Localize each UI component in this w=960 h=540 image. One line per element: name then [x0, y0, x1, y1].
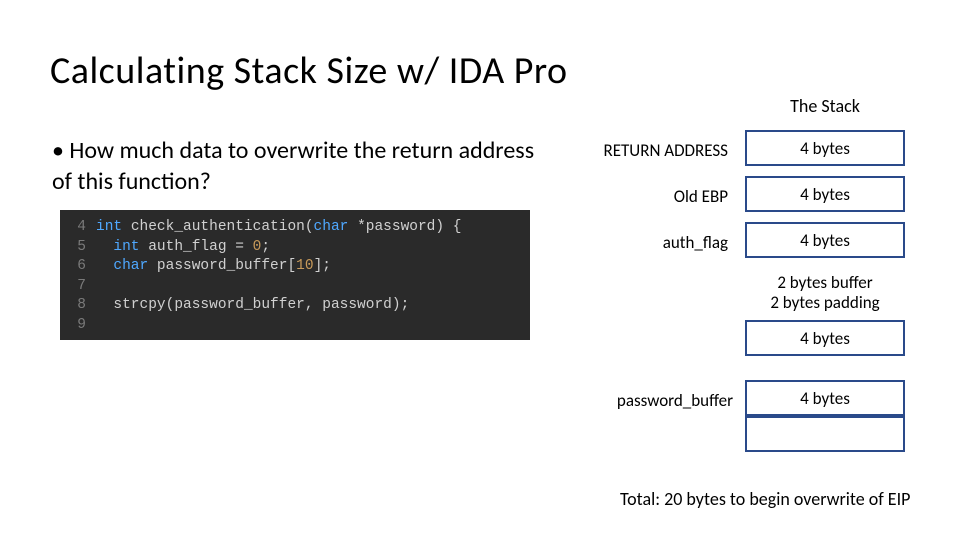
- code-text: strcpy(password_buffer, password);: [96, 296, 409, 316]
- stack-title: The Stack: [760, 95, 890, 117]
- stack-box: 4 bytes: [745, 222, 905, 258]
- code-block: 4 int check_authentication(char *password…: [60, 210, 530, 340]
- stack-box: 4 bytes: [745, 380, 905, 416]
- stack-label: Old EBP: [578, 186, 728, 207]
- stack-label: auth_flag: [578, 232, 728, 253]
- bullet-text: How much data to overwrite the return ad…: [52, 136, 534, 196]
- code-line: 6 char password_buffer[10];: [70, 257, 520, 277]
- code-text: int check_authentication(char *password)…: [96, 218, 462, 238]
- code-text: int auth_flag = 0;: [96, 238, 270, 258]
- stack-label: password_buffer: [583, 390, 733, 411]
- code-line: 9: [70, 316, 520, 336]
- line-number: 5: [70, 238, 86, 258]
- code-text: char password_buffer[10];: [96, 257, 331, 277]
- footer-note: Total: 20 bytes to begin overwrite of EI…: [620, 488, 910, 510]
- line-number: 7: [70, 277, 86, 297]
- stack-box: 4 bytes: [745, 130, 905, 166]
- bullet-line: • How much data to overwrite the return …: [52, 135, 542, 197]
- code-line: 7: [70, 277, 520, 297]
- line-number: 6: [70, 257, 86, 277]
- line-number: 9: [70, 316, 86, 336]
- stack-box: [745, 416, 905, 452]
- line-number: 4: [70, 218, 86, 238]
- stack-box: 4 bytes: [745, 176, 905, 212]
- code-line: 5 int auth_flag = 0;: [70, 238, 520, 258]
- code-line: 8 strcpy(password_buffer, password);: [70, 296, 520, 316]
- stack-mid-text: 2 bytes buffer2 bytes padding: [745, 273, 905, 314]
- stack-label: RETURN ADDRESS: [578, 140, 728, 161]
- code-line: 4 int check_authentication(char *password…: [70, 218, 520, 238]
- page-title: Calculating Stack Size w/ IDA Pro: [50, 48, 568, 94]
- line-number: 8: [70, 296, 86, 316]
- stack-box: 4 bytes: [745, 320, 905, 356]
- bullet-dot: •: [52, 136, 69, 165]
